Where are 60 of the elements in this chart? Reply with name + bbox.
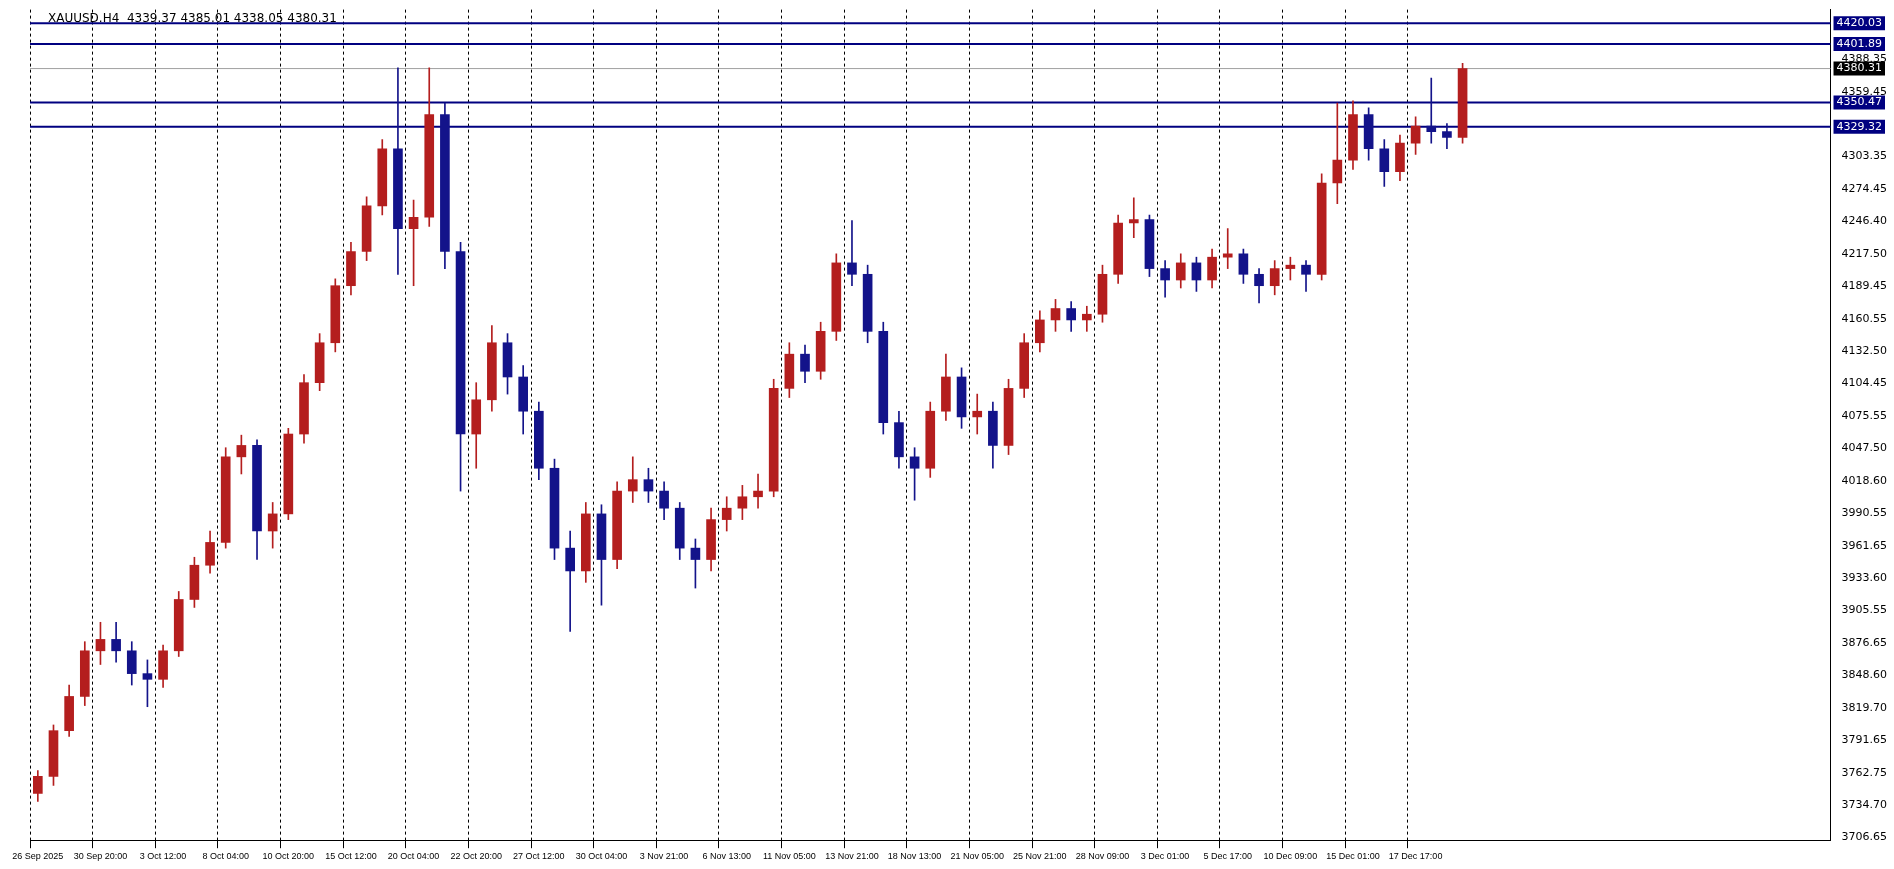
y-tick-label: 3961.65 (1841, 539, 1888, 553)
y-tick-label: 3791.65 (1841, 733, 1888, 747)
y-tick-label: 3734.70 (1841, 798, 1888, 812)
x-tick-label: 30 Oct 04:00 (575, 851, 628, 862)
candlestick (753, 473, 763, 509)
x-tick-label: 3 Oct 12:00 (139, 851, 187, 862)
candlestick (565, 530, 575, 632)
x-tick-label: 21 Nov 05:00 (950, 851, 1004, 862)
y-tick-label: 4189.45 (1841, 279, 1888, 293)
x-tick-label: 6 Nov 13:00 (702, 851, 751, 862)
x-tick-label: 13 Nov 21:00 (825, 851, 879, 862)
chart-title: XAUUSD.H4 4339.37 4385.01 4338.05 4380.31 (48, 10, 337, 25)
y-tick-label: 3990.55 (1841, 506, 1888, 520)
y-tick-label: 4132.50 (1841, 344, 1888, 358)
x-tick-label: 20 Oct 04:00 (387, 851, 440, 862)
y-tick-label: 3762.75 (1841, 766, 1888, 780)
x-tick-label: 26 Sep 2025 (12, 851, 64, 862)
y-tick-label: 4075.55 (1841, 409, 1888, 423)
ref-line-label: 4420.03 (1836, 16, 1883, 30)
y-tick-label: 3905.55 (1841, 603, 1888, 617)
x-tick-label: 5 Dec 17:00 (1203, 851, 1253, 862)
y-tick-label: 3876.65 (1841, 636, 1888, 650)
y-tick-label: 3848.60 (1841, 668, 1888, 682)
ref-line-label: 4329.32 (1836, 119, 1883, 133)
candlestick (1128, 197, 1139, 239)
candlestick (1332, 102, 1343, 204)
y-tick-label: 4104.45 (1841, 376, 1888, 390)
y-tick-label: 4160.55 (1841, 312, 1888, 326)
candlestick (1222, 228, 1233, 269)
candlestick (847, 220, 857, 287)
candlestick (972, 393, 983, 435)
y-tick-label: 4303.35 (1841, 149, 1888, 163)
x-tick-label: 28 Nov 09:00 (1075, 851, 1130, 862)
x-tick-label: 15 Oct 12:00 (325, 851, 377, 862)
y-tick-label: 4217.50 (1841, 247, 1888, 261)
y-tick-label: 4018.60 (1841, 474, 1888, 488)
ref-line-label: 4380.31 (1836, 61, 1883, 75)
ref-line-label: 4401.89 (1836, 36, 1883, 50)
y-tick-label: 4246.40 (1841, 214, 1888, 228)
y-tick-label: 4047.50 (1841, 441, 1888, 455)
x-tick-label: 11 Nov 05:00 (762, 851, 816, 862)
x-tick-label: 15 Dec 01:00 (1326, 851, 1380, 862)
y-tick-label: 3819.70 (1841, 701, 1888, 715)
x-tick-label: 10 Oct 20:00 (262, 851, 315, 862)
x-tick-label: 25 Nov 21:00 (1013, 851, 1067, 862)
y-tick-label: 3933.60 (1841, 571, 1888, 585)
candlestick (1426, 77, 1437, 144)
x-tick-label: 3 Dec 01:00 (1140, 851, 1190, 862)
x-tick-label: 30 Sep 20:00 (73, 851, 128, 862)
ref-line-label: 4350.47 (1836, 95, 1883, 109)
y-tick-label: 3706.65 (1841, 830, 1888, 844)
x-tick-label: 10 Dec 09:00 (1263, 851, 1318, 862)
y-tick-label: 4274.45 (1841, 182, 1888, 196)
x-tick-label: 22 Oct 20:00 (450, 851, 502, 862)
x-tick-label: 8 Oct 04:00 (202, 851, 249, 862)
x-tick-label: 27 Oct 12:00 (513, 851, 565, 862)
x-tick-label: 18 Nov 13:00 (887, 851, 942, 862)
x-tick-label: 3 Nov 21:00 (639, 851, 689, 862)
candlestick (1081, 305, 1092, 332)
x-tick-label: 17 Dec 17:00 (1388, 851, 1443, 862)
